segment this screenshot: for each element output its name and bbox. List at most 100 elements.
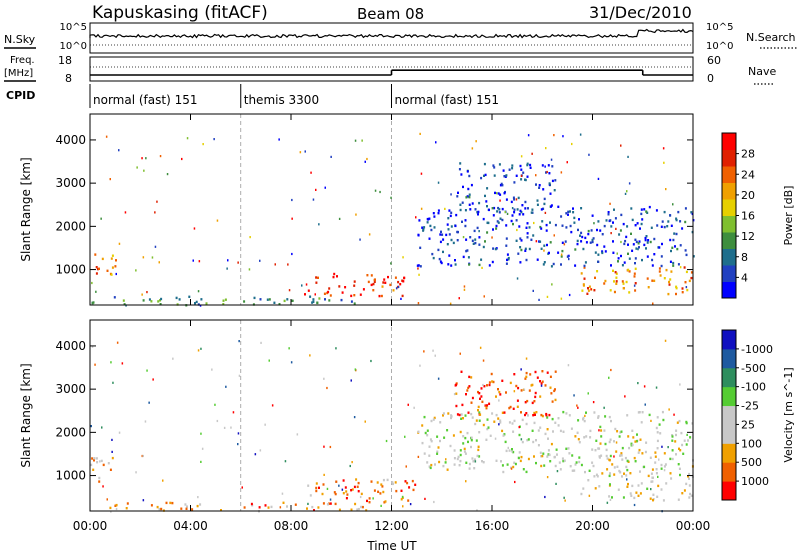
mode-label: themis 3300 (244, 93, 319, 107)
echo-cell (512, 196, 515, 199)
echo-cell (546, 243, 548, 247)
echo-cell (651, 279, 654, 282)
echo-cell (515, 239, 518, 242)
echo-cell (630, 232, 632, 235)
echo-cell (94, 253, 97, 256)
echo-cell (685, 286, 688, 289)
echo-cell (376, 481, 379, 484)
echo-cell (487, 221, 490, 225)
echo-cell (150, 504, 153, 507)
echo-cell (644, 236, 647, 240)
echo-cell (463, 288, 466, 291)
echo-cell (529, 373, 532, 376)
echo-cell (524, 249, 527, 252)
echo-cell (651, 468, 654, 471)
echo-cell (615, 450, 618, 453)
echo-cell (645, 235, 648, 238)
colorbar-cell (722, 265, 736, 282)
echo-cell (527, 414, 529, 417)
echo-cell (465, 480, 467, 483)
echo-cell (557, 251, 560, 254)
echo-cell (626, 478, 628, 481)
echo-cell (478, 431, 481, 434)
echo-cell (547, 449, 550, 452)
echo-cell (512, 465, 515, 469)
echo-cell (524, 401, 527, 404)
echo-cell (354, 139, 357, 142)
nsearch-tick-top: 10^5 (706, 22, 733, 33)
echo-cell (291, 299, 294, 302)
echo-cell (589, 241, 592, 244)
echo-cell (237, 261, 239, 264)
echo-cell (604, 250, 607, 253)
echo-cell (609, 498, 612, 501)
echo-cell (455, 404, 458, 408)
echo-cell (501, 429, 504, 433)
echo-cell (313, 509, 315, 512)
echo-cell (551, 400, 554, 403)
echo-cell (665, 482, 668, 485)
echo-cell (546, 476, 549, 479)
echo-cell (349, 464, 351, 468)
echo-cell (309, 295, 312, 298)
echo-cell (470, 436, 473, 439)
echo-cell (381, 485, 384, 488)
echo-cell (498, 399, 500, 402)
echo-cell (531, 208, 534, 211)
echo-cell (601, 472, 604, 475)
echo-cell (421, 226, 424, 229)
echo-cell (524, 200, 527, 204)
echo-cell (428, 454, 431, 457)
echo-cell (587, 232, 590, 236)
echo-cell (645, 247, 647, 250)
echo-cell (423, 415, 426, 419)
echo-cell (532, 289, 534, 292)
echo-cell (370, 480, 373, 483)
echo-cell (350, 294, 353, 298)
echo-cell (421, 424, 424, 427)
echo-cell (531, 401, 534, 405)
echo-cell (622, 282, 625, 285)
echo-cell (683, 489, 686, 492)
sparse-echoes (90, 339, 688, 513)
echo-cell (423, 226, 426, 229)
echo-cell (450, 415, 453, 418)
echo-cell (511, 164, 514, 167)
echo-cell (603, 245, 606, 248)
mode-label: normal (fast) 151 (395, 93, 499, 107)
echo-cell (342, 479, 345, 482)
echo-cell (690, 211, 693, 214)
echo-cell (574, 463, 577, 466)
echo-cell (91, 301, 94, 305)
echo-cell (588, 153, 590, 156)
echo-cell (471, 457, 474, 460)
echo-cell (478, 392, 481, 395)
echo-cell (114, 504, 117, 507)
echo-cell (619, 229, 622, 232)
echo-cell (629, 472, 632, 475)
echo-cell (372, 282, 375, 286)
echo-cell (659, 274, 662, 277)
echo-cell (627, 243, 629, 246)
echo-cell (604, 415, 607, 418)
echo-cell (495, 459, 498, 462)
echo-cell (436, 450, 439, 453)
echo-cell (633, 284, 636, 287)
echo-cell (502, 169, 505, 172)
echo-cell (412, 488, 415, 492)
echo-cell (370, 274, 373, 277)
echo-cell (589, 436, 592, 439)
echo-cell (542, 263, 545, 266)
echo-cell (426, 434, 429, 437)
echo-cell (549, 386, 552, 389)
echo-cell (647, 286, 650, 289)
colorbar-cell (722, 281, 736, 299)
echo-cell (567, 447, 570, 450)
echo-cell (519, 246, 522, 249)
echo-cell (471, 239, 474, 242)
echo-cell (260, 341, 262, 344)
echo-cell (439, 421, 442, 424)
echo-cell (644, 403, 646, 406)
echo-cell (482, 359, 485, 362)
